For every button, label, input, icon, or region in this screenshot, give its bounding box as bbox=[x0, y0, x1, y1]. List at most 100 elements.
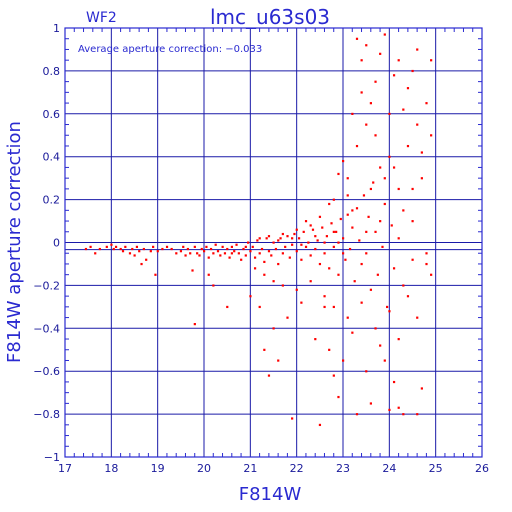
x-tick-label: 20 bbox=[197, 462, 211, 475]
data-point bbox=[212, 252, 215, 255]
data-point bbox=[247, 241, 250, 244]
data-point bbox=[369, 187, 372, 191]
data-point bbox=[342, 237, 345, 240]
data-point bbox=[318, 262, 322, 266]
data-point bbox=[219, 254, 222, 257]
axis-ticks: 17 18 19 20 21 22 23 24 25 26 −1 −0.8 −0.6 −0.4 −0.2 0 0… bbox=[33, 22, 489, 475]
data-point bbox=[360, 262, 363, 266]
data-point bbox=[351, 209, 354, 212]
x-tick-label: 25 bbox=[429, 462, 443, 475]
data-point bbox=[430, 273, 433, 276]
data-point bbox=[300, 301, 303, 304]
data-point bbox=[374, 327, 377, 330]
data-point bbox=[258, 252, 261, 255]
data-point bbox=[288, 256, 291, 259]
data-point bbox=[253, 267, 257, 270]
data-point bbox=[230, 245, 233, 248]
data-point bbox=[216, 250, 220, 253]
data-point bbox=[112, 247, 115, 251]
data-point bbox=[165, 245, 169, 248]
data-point bbox=[314, 338, 317, 341]
data-point bbox=[406, 87, 410, 90]
data-point bbox=[270, 254, 273, 257]
data-point bbox=[355, 207, 359, 210]
data-point bbox=[249, 295, 252, 298]
data-point bbox=[346, 177, 349, 180]
data-point bbox=[392, 380, 396, 384]
data-point bbox=[121, 250, 125, 253]
data-point bbox=[346, 316, 349, 319]
data-point bbox=[332, 198, 335, 201]
data-point bbox=[309, 280, 312, 283]
data-point bbox=[277, 262, 280, 266]
data-point bbox=[402, 209, 405, 212]
data-point bbox=[149, 250, 152, 253]
data-point bbox=[110, 243, 113, 246]
data-point bbox=[284, 245, 287, 248]
data-point bbox=[119, 247, 122, 251]
data-point bbox=[397, 338, 400, 341]
y-axis-label: F814W aperture correction bbox=[4, 121, 25, 363]
data-point bbox=[374, 80, 377, 83]
data-point bbox=[309, 254, 312, 257]
y-tick-label: 0 bbox=[53, 237, 60, 250]
data-point bbox=[272, 280, 275, 283]
data-point bbox=[337, 241, 340, 244]
data-point bbox=[342, 159, 345, 163]
data-point bbox=[291, 417, 294, 420]
x-tick-label: 22 bbox=[290, 462, 304, 475]
y-tick-label: −0.4 bbox=[33, 322, 60, 335]
data-point bbox=[128, 252, 132, 255]
data-point bbox=[196, 252, 199, 255]
data-point bbox=[342, 252, 345, 255]
data-point bbox=[309, 224, 312, 227]
data-point bbox=[411, 187, 414, 191]
data-point bbox=[365, 252, 368, 255]
x-tick-label: 26 bbox=[475, 462, 489, 475]
chart-title: lmc_u63s03 bbox=[210, 5, 330, 29]
data-point bbox=[295, 228, 298, 231]
x-tick-label: 18 bbox=[104, 462, 118, 475]
data-point bbox=[207, 273, 210, 276]
data-point bbox=[369, 402, 372, 405]
data-point bbox=[402, 108, 405, 111]
data-point bbox=[325, 235, 328, 238]
data-point bbox=[379, 220, 382, 223]
data-point bbox=[131, 247, 134, 251]
data-point bbox=[260, 247, 264, 251]
data-point bbox=[425, 102, 428, 105]
chart-subtitle: WF2 bbox=[86, 10, 117, 26]
data-point bbox=[353, 280, 356, 283]
data-point bbox=[392, 74, 396, 77]
data-point bbox=[300, 258, 303, 261]
data-point bbox=[226, 305, 229, 309]
data-point bbox=[207, 256, 210, 259]
data-point bbox=[365, 44, 368, 47]
plot-frame bbox=[64, 27, 483, 458]
data-point bbox=[267, 235, 271, 238]
data-point bbox=[386, 305, 389, 309]
data-point bbox=[277, 239, 280, 242]
data-point bbox=[402, 413, 405, 416]
data-point bbox=[425, 252, 428, 255]
data-point bbox=[365, 123, 368, 126]
y-tick-label: −0.6 bbox=[33, 365, 60, 378]
data-point bbox=[161, 247, 164, 251]
data-point bbox=[332, 305, 335, 309]
x-tick-label: 21 bbox=[243, 462, 257, 475]
data-point bbox=[365, 370, 368, 373]
data-point bbox=[274, 247, 278, 251]
data-point bbox=[244, 245, 247, 248]
data-point bbox=[256, 239, 259, 242]
data-point bbox=[314, 247, 317, 251]
data-point bbox=[388, 408, 391, 412]
data-point bbox=[258, 305, 261, 309]
x-tick-label: 17 bbox=[58, 462, 72, 475]
data-point bbox=[323, 305, 326, 309]
data-point bbox=[223, 252, 227, 255]
data-point bbox=[152, 245, 155, 248]
data-point bbox=[362, 194, 366, 197]
data-point bbox=[420, 151, 423, 154]
data-point bbox=[348, 247, 352, 251]
